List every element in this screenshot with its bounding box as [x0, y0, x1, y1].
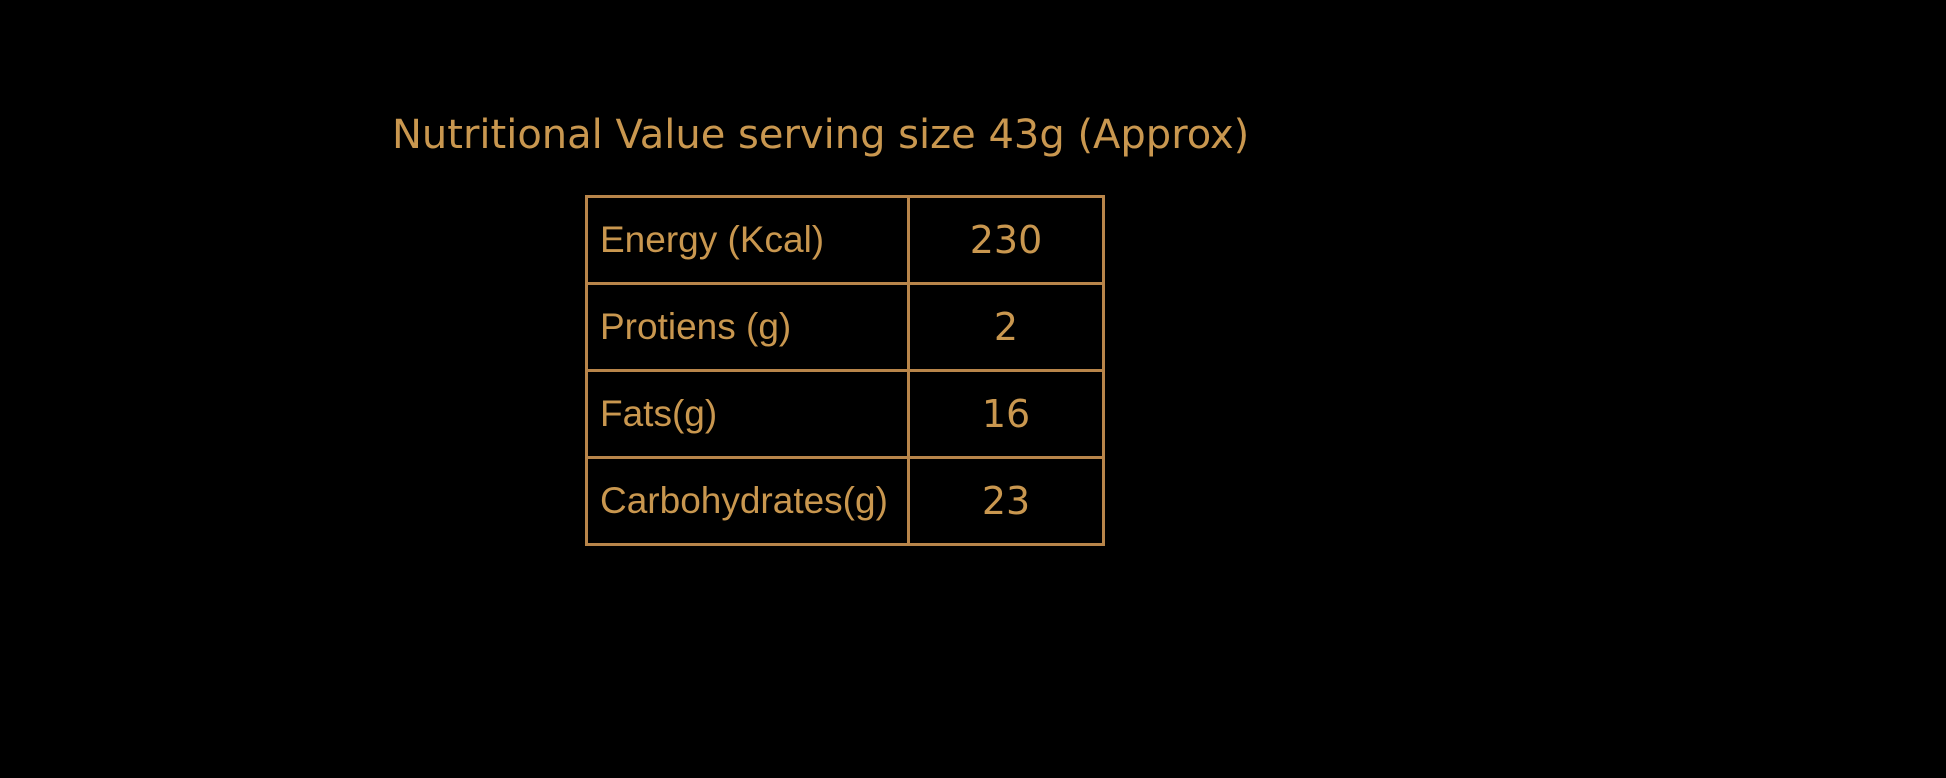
table-row: Fats(g) 16 — [585, 369, 1105, 459]
nutrient-label: Energy (Kcal) — [585, 195, 910, 285]
table-row: Energy (Kcal) 230 — [585, 195, 1105, 285]
nutrient-value: 23 — [907, 456, 1105, 546]
table-row: Carbohydrates(g) 23 — [585, 456, 1105, 546]
nutrient-value: 2 — [907, 282, 1105, 372]
nutrient-label: Carbohydrates(g) — [585, 456, 910, 546]
nutrition-table: Energy (Kcal) 230 Protiens (g) 2 Fats(g) 16 Ca… — [585, 195, 1105, 546]
nutrient-label: Protiens (g) — [585, 282, 910, 372]
table-body: Energy (Kcal) 230 Protiens (g) 2 Fats(g) 16 Ca… — [585, 195, 1105, 546]
nutrient-value: 16 — [907, 369, 1105, 459]
title: Nutritional Value serving size 43g (Appr… — [392, 112, 1250, 158]
nutrient-label: Fats(g) — [585, 369, 910, 459]
nutrient-value: 230 — [907, 195, 1105, 285]
table-row: Protiens (g) 2 — [585, 282, 1105, 372]
